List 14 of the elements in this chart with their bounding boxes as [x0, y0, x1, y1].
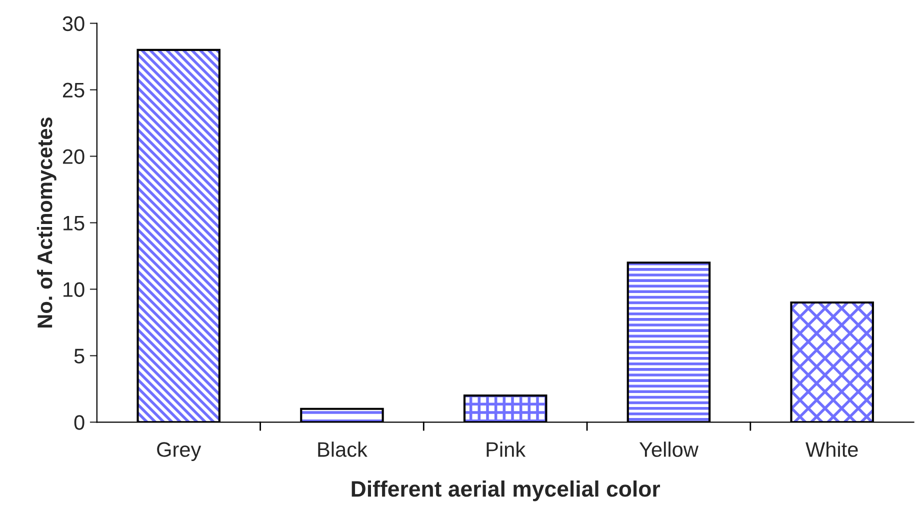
- y-tick-label: 0: [74, 415, 84, 430]
- x-tick-label: Grey: [157, 442, 202, 462]
- x-tick-label: Black: [318, 442, 368, 457]
- x-axis-title: Different aerial mycelial color: [352, 480, 660, 502]
- x-tick-label: White: [806, 442, 858, 457]
- x-tick-label: Pink: [486, 442, 526, 457]
- y-tick-label: 30: [62, 16, 84, 32]
- y-tick-label: 20: [62, 149, 84, 164]
- y-axis-title: No. of Actinomycetes: [36, 117, 56, 328]
- y-tick-label: 25: [62, 82, 84, 98]
- y-tick-label: 5: [74, 348, 84, 364]
- y-tick-label: 15: [64, 216, 84, 230]
- x-tick-label: Yellow: [639, 442, 698, 457]
- y-tick-label: 10: [64, 282, 84, 297]
